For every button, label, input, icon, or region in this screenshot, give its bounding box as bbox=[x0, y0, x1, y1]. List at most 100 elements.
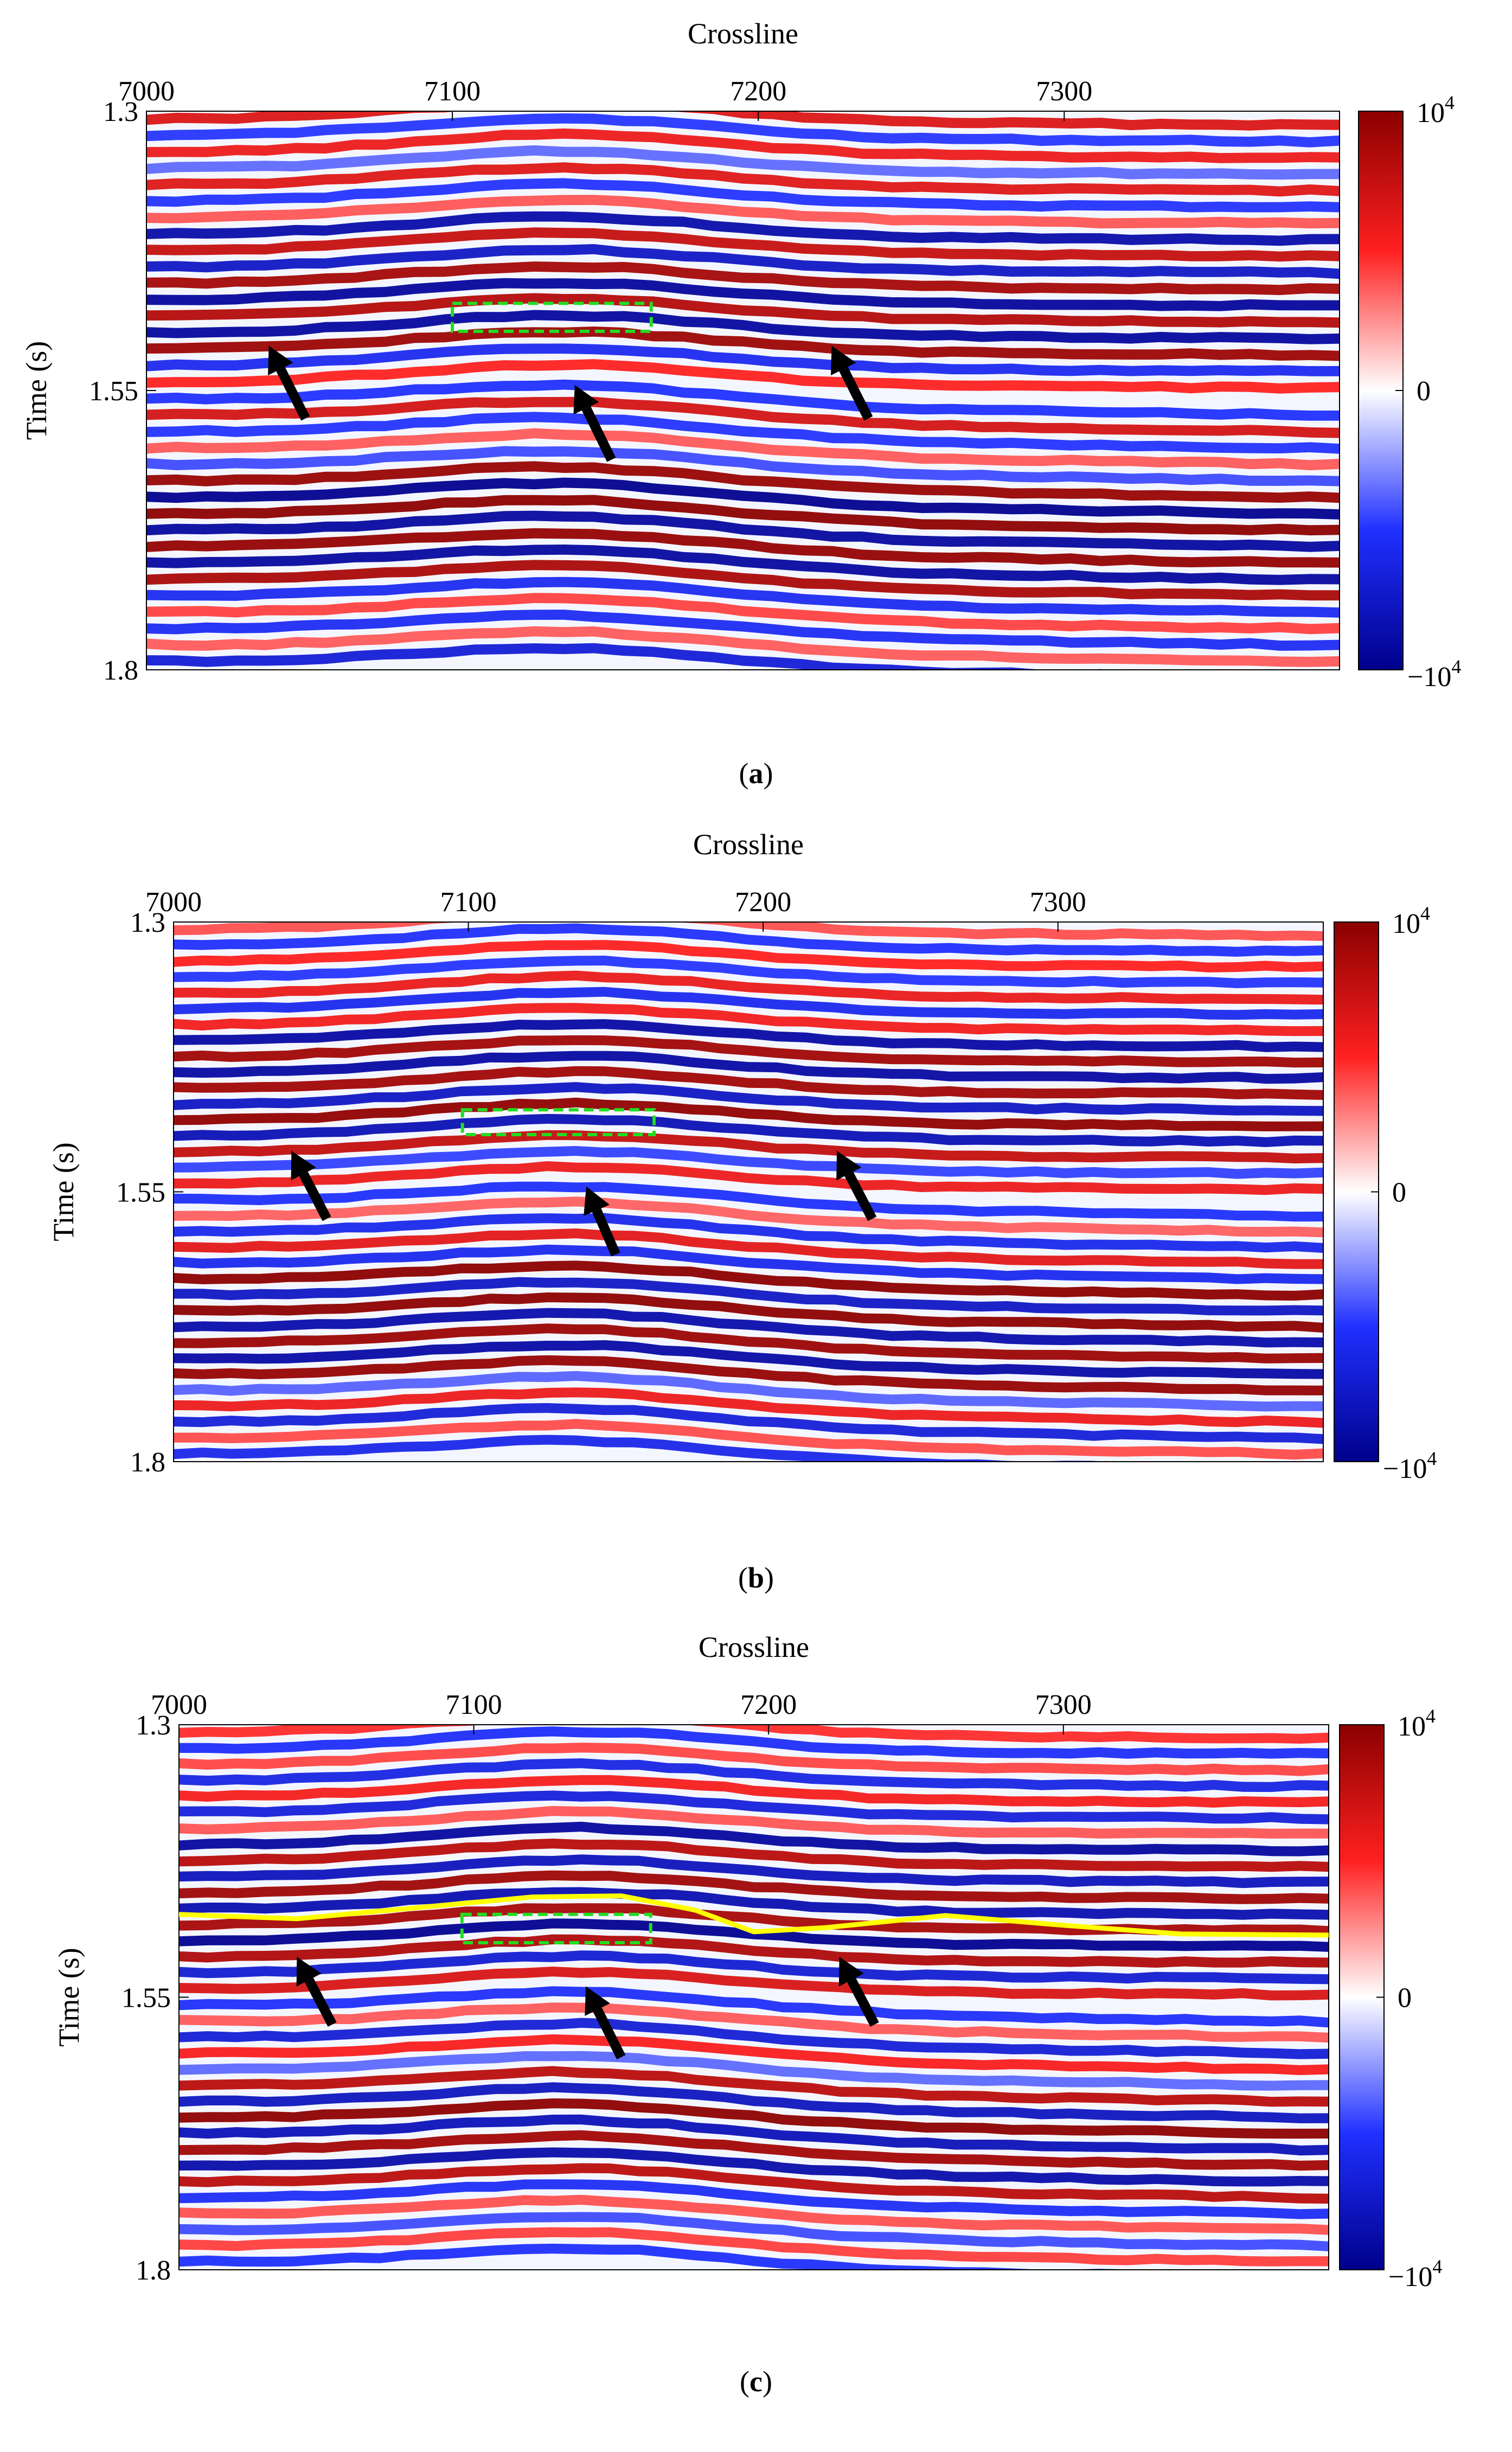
reflector-band bbox=[179, 1903, 1329, 1936]
reflector-band bbox=[174, 1213, 1323, 1253]
reflector-band bbox=[146, 310, 1340, 344]
arrow-shaft bbox=[299, 1171, 331, 1221]
reflector-band bbox=[179, 2179, 1329, 2219]
annotation-arrow bbox=[296, 1957, 337, 2027]
reflector-band bbox=[146, 343, 1340, 376]
annotation-arrow bbox=[836, 1150, 877, 1221]
reflector-band bbox=[179, 1870, 1329, 1904]
reflector-band bbox=[179, 1758, 1329, 1792]
reflector-band bbox=[179, 1986, 1329, 2028]
y-tick-label: 1.55 bbox=[89, 376, 138, 407]
arrow-head bbox=[296, 1957, 322, 1987]
y-axis-label: Time (s) bbox=[20, 341, 53, 440]
reflector-band bbox=[174, 1260, 1323, 1301]
panel-label-c: (c) bbox=[740, 2365, 772, 2398]
panel-a: 7000 7100 7200 7300 Crossline 1.3 1.55 1.8 Time … bbox=[0, 0, 1512, 808]
reflector-band bbox=[174, 1146, 1323, 1179]
reflector-band bbox=[174, 987, 1323, 1020]
reflector-band bbox=[179, 2194, 1329, 2235]
horizon-line bbox=[178, 1893, 1329, 1938]
reflector-band bbox=[146, 145, 1340, 180]
reflector-band bbox=[174, 1082, 1323, 1116]
reflector-band bbox=[146, 261, 1340, 296]
reflector-band bbox=[174, 970, 1323, 1005]
reflector-band bbox=[146, 278, 1340, 311]
colorbar-max-label: 104 bbox=[1417, 92, 1455, 129]
reflector-band bbox=[179, 2243, 1133, 2270]
x-tick-label: 7100 bbox=[440, 887, 497, 918]
x-tick-label: 7100 bbox=[424, 76, 480, 107]
reflector-band bbox=[179, 2051, 1329, 2091]
y-axis-label: Time (s) bbox=[53, 1948, 85, 2047]
reflector-band bbox=[146, 593, 1340, 635]
arrow-head bbox=[838, 1957, 864, 1987]
reflector-band bbox=[179, 2227, 1329, 2267]
reflector-band bbox=[174, 1340, 1323, 1379]
reflector-band bbox=[174, 923, 1323, 957]
arrow-head bbox=[831, 345, 856, 376]
annotation-arrow bbox=[291, 1150, 331, 1221]
reflector-band bbox=[174, 1019, 1323, 1052]
reflector-band bbox=[174, 1308, 1323, 1348]
x-tick-label: 7200 bbox=[740, 1689, 797, 1720]
reflector-band bbox=[179, 1918, 1329, 1952]
reflector-band bbox=[146, 495, 1340, 536]
arrow-head bbox=[573, 385, 599, 415]
arrow-head bbox=[268, 345, 293, 376]
reflector-band bbox=[179, 2212, 1329, 2251]
annotation-arrow bbox=[268, 345, 310, 421]
reflector-band bbox=[174, 1097, 1323, 1131]
reflector-band bbox=[179, 1775, 1329, 1808]
reflector-band bbox=[179, 1950, 1329, 1984]
colorbar-mid-label: 0 bbox=[1392, 1177, 1406, 1208]
highlight-box bbox=[460, 1912, 652, 1944]
reflector-band bbox=[179, 1821, 1329, 1856]
reflector-band bbox=[146, 244, 1340, 279]
reflector-band bbox=[174, 1051, 1323, 1084]
reflector-band bbox=[174, 922, 1323, 941]
reflector-band bbox=[146, 560, 1340, 601]
arrow-shaft bbox=[304, 1977, 337, 2027]
reflector-band bbox=[179, 1887, 1329, 1920]
seismic-image bbox=[179, 1725, 1329, 2270]
highlight-box bbox=[460, 1108, 656, 1137]
panel-label-b-letter: b bbox=[747, 1561, 765, 1594]
reflector-band bbox=[174, 1323, 1323, 1363]
reflector-band bbox=[179, 1743, 1329, 1776]
colorbar-min-label: −104 bbox=[1383, 1448, 1437, 1484]
y-tick-label: 1.8 bbox=[103, 655, 138, 686]
reflector-band bbox=[179, 2002, 1329, 2043]
seismic-section-a: 7000 7100 7200 7300 Crossline 1.3 1.55 1.8 Time … bbox=[20, 17, 1461, 693]
reflector-band bbox=[179, 1967, 1329, 2001]
panel-b: 7000 7100 7200 7300 Crossline 1.3 1.55 1.8 Time … bbox=[0, 808, 1512, 1616]
reflector-band bbox=[174, 1435, 1104, 1462]
y-tick-label: 1.55 bbox=[121, 1983, 171, 2014]
reflector-band bbox=[179, 2114, 1329, 2156]
panel-label-a-letter: a bbox=[748, 757, 764, 790]
reflector-band bbox=[146, 412, 1340, 454]
reflector-band bbox=[146, 195, 1340, 229]
x-axis-label: Crossline bbox=[688, 17, 798, 50]
reflector-band bbox=[146, 211, 1340, 246]
reflector-band bbox=[146, 128, 1340, 163]
y-tick-label: 1.3 bbox=[136, 1710, 171, 1741]
arrow-head bbox=[585, 1986, 610, 2016]
reflector-band bbox=[179, 1806, 1329, 1839]
reflector-band bbox=[174, 1181, 1323, 1222]
reflector-band bbox=[174, 1035, 1323, 1068]
reflector-band bbox=[146, 610, 1340, 651]
reflector-band bbox=[174, 1130, 1323, 1164]
reflector-band bbox=[146, 461, 1340, 503]
reflector-band bbox=[146, 626, 1340, 667]
seismic-section-b: 7000 7100 7200 7300 Crossline 1.3 1.55 1.8 Time … bbox=[47, 828, 1437, 1484]
reflector-band bbox=[174, 1403, 1323, 1444]
reflector-band bbox=[179, 2034, 1329, 2076]
reflector-band bbox=[179, 2163, 1329, 2204]
y-tick-label: 1.8 bbox=[130, 1447, 165, 1478]
reflector-band bbox=[179, 1854, 1329, 1888]
annotation-arrow bbox=[585, 1986, 626, 2060]
reflector-band bbox=[146, 510, 1340, 552]
reflector-band bbox=[174, 1387, 1323, 1428]
x-tick-label: 7300 bbox=[1030, 887, 1086, 918]
colorbar-min-label: −104 bbox=[1407, 656, 1461, 693]
